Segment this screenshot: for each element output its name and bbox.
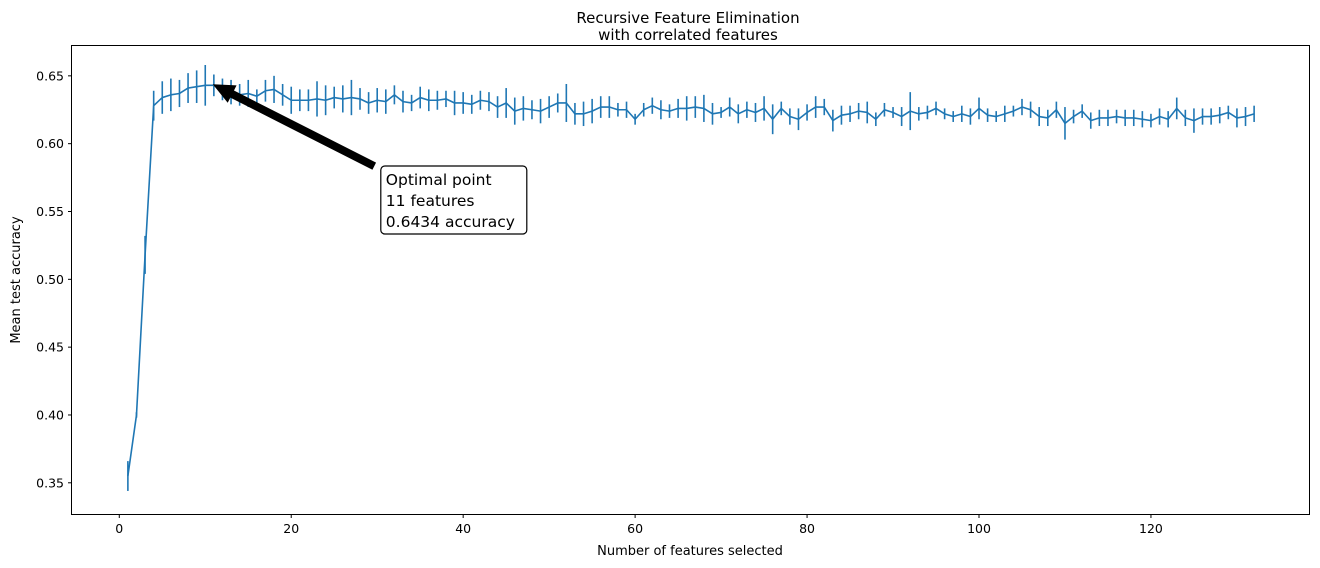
- annotation-layer: Optimal point 11 features 0.6434 accuracy: [212, 84, 528, 235]
- x-tick-label: 40: [455, 521, 471, 536]
- y-tick-label: 0.45: [36, 340, 64, 355]
- x-tick-label: 120: [1139, 521, 1163, 536]
- plot-frame: [71, 45, 1310, 515]
- y-tick-label: 0.55: [36, 204, 64, 219]
- annotation-text: Optimal point: [386, 171, 492, 189]
- annotation-box: [380, 165, 528, 235]
- x-tick-label: 100: [967, 521, 991, 536]
- y-tick-label: 0.40: [36, 407, 64, 422]
- annotation-arrow: [212, 84, 377, 170]
- chart-title-line-1: Recursive Feature Elimination: [576, 9, 799, 27]
- y-axis-label: Mean test accuracy: [9, 216, 24, 344]
- y-tick-label: 0.60: [36, 136, 64, 151]
- y-tick-label: 0.50: [36, 272, 64, 287]
- x-tick-label: 60: [627, 521, 643, 536]
- y-tick-label: 0.65: [36, 68, 64, 83]
- annotation-text: 0.6434 accuracy: [386, 213, 515, 231]
- x-tick-label: 20: [283, 521, 299, 536]
- x-axis: 0 20 40 60 80 100 120: [115, 514, 1163, 536]
- y-tick-label: 0.35: [36, 475, 64, 490]
- chart-title-line-2: with correlated features: [598, 26, 778, 44]
- x-tick-label: 0: [115, 521, 123, 536]
- annotation-text: 11 features: [386, 192, 475, 210]
- x-tick-label: 80: [799, 521, 815, 536]
- y-axis: 0.35 0.40 0.45 0.50 0.55 0.60 0.65: [36, 68, 72, 490]
- series-line: [127, 84, 1255, 477]
- x-axis-label: Number of features selected: [597, 544, 783, 559]
